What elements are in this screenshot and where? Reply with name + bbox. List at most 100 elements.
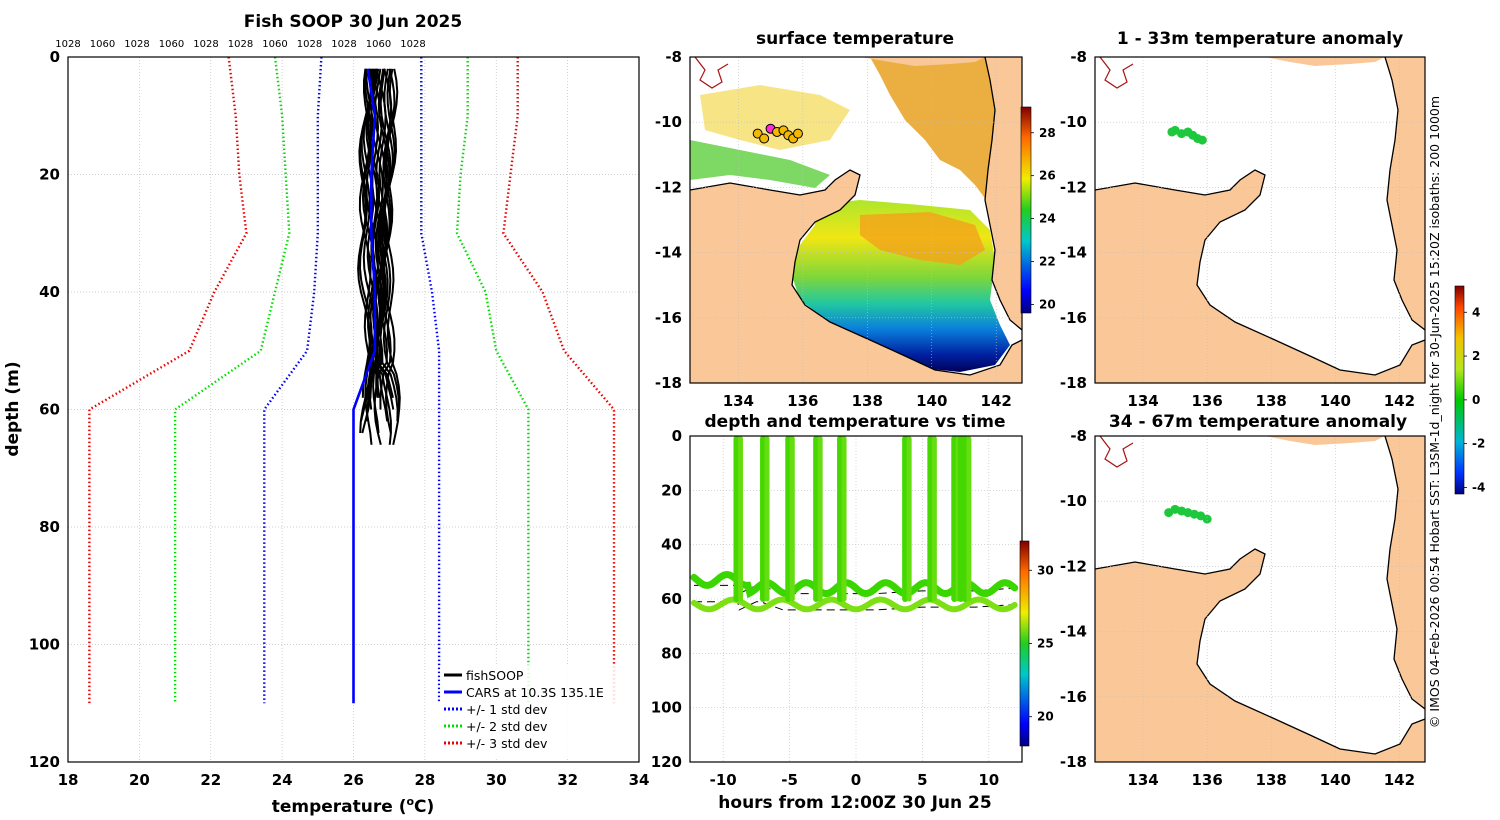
anom-shallow-land-capeyork — [1385, 57, 1425, 330]
profile-xtick-label: 18 — [58, 771, 79, 789]
sst-xtick-label: 136 — [787, 392, 818, 410]
depth-time-ytick-label: 0 — [672, 427, 682, 445]
profile-ytick-label: 40 — [39, 283, 60, 301]
anom-shallow-points — [1167, 125, 1207, 145]
profile-legend: fishSOOP CARS at 10.3S 135.1E +/- 1 std … — [440, 665, 620, 757]
sst-colorbar-label: 22 — [1039, 255, 1056, 269]
anom-deep-ytick-label: -10 — [1060, 492, 1087, 510]
anom-shallow-axes-box — [1094, 56, 1426, 384]
anom-colorbar — [1454, 285, 1465, 495]
anom-colorbar-label: -4 — [1472, 480, 1485, 494]
temperature-track-lower — [691, 596, 1018, 613]
sst-map-panel: surface temperature 134 136 138 140 142 -8 -10… — [655, 29, 1056, 410]
profile-xtick-label: 34 — [629, 771, 650, 789]
anom-deep-title: 34 - 67m temperature anomaly — [1109, 412, 1407, 432]
anom-shallow-xtick-label: 134 — [1127, 392, 1158, 410]
profile-xtick-label: 32 — [557, 771, 578, 789]
sst-land-arnhem — [690, 170, 1022, 383]
profile-xlabel-base: temperature ( — [272, 797, 407, 817]
fishsoop-profile-line — [361, 68, 376, 398]
anom-deep-ytick-label: -12 — [1060, 557, 1087, 575]
sst-xtick-label: 142 — [981, 392, 1012, 410]
anom-deep-panel: 34 - 67m temperature anomaly 134 136 138 14… — [1060, 412, 1426, 789]
anom-shallow-xtick-label: 138 — [1256, 392, 1287, 410]
anom-deep-ytick-label: -18 — [1060, 753, 1087, 771]
profile-top-label: 1060 — [90, 39, 115, 50]
sst-coastline-east — [984, 57, 1022, 331]
depth-time-ytick-label: 20 — [661, 481, 682, 499]
profile-axes-box — [67, 56, 640, 763]
profile-ytick-label: 0 — [50, 48, 60, 66]
sst-colorbar-label: 28 — [1039, 126, 1056, 140]
profile-top-label: 1028 — [228, 39, 253, 50]
profile-top-label: 1028 — [331, 39, 356, 50]
sst-xtick-label: 138 — [852, 392, 883, 410]
depth-time-colorbar-label: 30 — [1037, 563, 1054, 577]
depth-time-marks — [690, 436, 1019, 613]
depth-time-title: depth and temperature vs time — [705, 412, 1006, 432]
depth-time-xtick-label: 0 — [851, 771, 861, 789]
profile-ytick-label: 20 — [39, 166, 60, 184]
bottom-reference-line-lower — [694, 601, 1016, 611]
anom-shallow-field — [1095, 57, 1425, 383]
profile-top-label: 1028 — [297, 39, 322, 50]
sst-green-coast — [690, 140, 830, 188]
sst-marker — [792, 128, 803, 139]
sst-timor-coast — [694, 57, 729, 89]
anom-shallow-title: 1 - 33m temperature anomaly — [1117, 29, 1403, 49]
anom-deep-ytick-label: -16 — [1060, 688, 1087, 706]
profile-series-line — [88, 57, 248, 704]
sst-ytick-label: -8 — [665, 48, 682, 66]
depth-time-ytick-label: 80 — [661, 644, 682, 662]
profile-xtick-label: 26 — [343, 771, 364, 789]
depth-time-ytick-label: 40 — [661, 536, 682, 554]
anom-shallow-land-arnhem — [1095, 170, 1425, 383]
sst-ytick-label: -16 — [655, 309, 682, 327]
fishsoop-profile-line — [359, 68, 385, 434]
sst-ytick-label: -14 — [655, 244, 682, 262]
sst-gulf-warm — [860, 212, 985, 265]
profile-panel: Fish SOOP 30 Jun 2025 1028 1060 1028 1060 10… — [3, 12, 649, 817]
sst-ytick-label: -18 — [655, 374, 682, 392]
anom-colorbar-label: 4 — [1472, 305, 1480, 319]
depth-time-ytick-label: 120 — [651, 753, 682, 771]
depth-time-ytick-label: 100 — [651, 699, 682, 717]
sst-xtick-label: 140 — [916, 392, 947, 410]
anom-colorbar-ticks: -4 -2 0 2 4 — [1464, 305, 1485, 494]
anom-deep-xtick-label: 138 — [1256, 771, 1287, 789]
profile-title: Fish SOOP 30 Jun 2025 — [244, 12, 462, 32]
anom-deep-land-capeyork — [1385, 436, 1425, 709]
depth-time-xtick-label: 5 — [917, 771, 927, 789]
sst-colorbar-ticks: 20 22 24 26 28 — [1031, 126, 1056, 311]
sst-map-field — [690, 57, 1022, 383]
profile-ylabel: depth (m) — [3, 361, 23, 456]
depth-time-xtick-label: 10 — [978, 771, 999, 789]
profile-ticks: 18 20 22 24 26 28 30 32 34 0 20 40 60 80 100 120 — [29, 48, 650, 789]
anom-shallow-ticks: 134 136 138 140 142 -8 -10 -12 -14 -16 -18 — [1060, 48, 1415, 410]
profile-legend-box — [440, 665, 620, 757]
profile-xlabel: temperature (oC) — [272, 795, 435, 817]
sst-map-title: surface temperature — [756, 29, 954, 49]
anom-shallow-timor-coast — [1099, 57, 1134, 89]
depth-time-xtick-label: -10 — [710, 771, 737, 789]
anom-shallow-ytick-label: -16 — [1060, 309, 1087, 327]
anom-deep-ytick-label: -14 — [1060, 623, 1087, 641]
anom-shallow-ytick-label: -18 — [1060, 374, 1087, 392]
sst-land-png — [860, 57, 985, 66]
sst-markers — [752, 123, 803, 144]
legend-label-fishsoop: fishSOOP — [466, 668, 524, 683]
profile-series-line — [263, 57, 323, 704]
anom-deep-ytick-label: -8 — [1070, 427, 1087, 445]
profile-top-label: 1060 — [366, 39, 391, 50]
sst-marker — [759, 133, 770, 144]
sst-coastline — [690, 169, 1022, 376]
sst-warm-patches-2 — [700, 85, 850, 150]
sst-ticks: 134 136 138 140 142 -8 -10 -12 -14 -16 -18 — [655, 48, 1012, 410]
profile-ytick-label: 60 — [39, 401, 60, 419]
fishsoop-profile-line — [381, 68, 401, 446]
anom-shallow-ytick-label: -14 — [1060, 244, 1087, 262]
profile-top-label: 1028 — [124, 39, 149, 50]
anom-deep-field — [1095, 436, 1425, 762]
